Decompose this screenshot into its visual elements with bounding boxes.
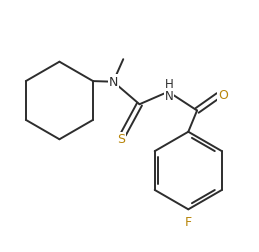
Text: H
N: H N [164, 78, 173, 103]
Text: S: S [117, 133, 125, 146]
Text: N: N [109, 75, 118, 88]
Text: O: O [218, 89, 228, 102]
Text: F: F [185, 215, 192, 228]
